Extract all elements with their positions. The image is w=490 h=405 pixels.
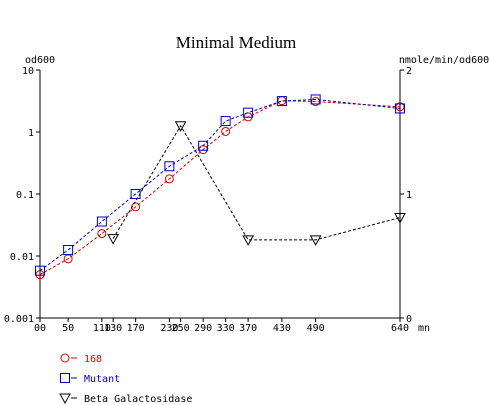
legend: 168 Mutant Beta Galactosidase	[59, 353, 192, 405]
right-tick-label: 0	[406, 314, 412, 325]
data-point	[310, 94, 321, 105]
data-point	[242, 235, 254, 246]
data-point	[309, 235, 322, 246]
data-point	[164, 174, 174, 184]
left-tick-label: 1	[28, 128, 34, 139]
legend-item: Beta Galactosidase	[59, 393, 192, 405]
left-axis-label: od600	[25, 55, 55, 66]
data-point	[174, 121, 187, 132]
data-point	[96, 216, 107, 227]
legend-marker	[59, 393, 71, 405]
series-line	[39, 98, 401, 272]
data-point	[395, 103, 405, 114]
x-tick-label: 330	[217, 323, 235, 334]
series-layer	[35, 94, 406, 280]
x-tick-label: 230	[160, 323, 178, 334]
x-tick-label: 290	[194, 323, 212, 334]
x-axis-unit: mn	[418, 323, 430, 334]
legend-item: Mutant	[60, 373, 120, 385]
x-tick-label: 640	[391, 323, 409, 334]
x-tick-label: 50	[62, 323, 74, 334]
x-tick-label: 490	[307, 323, 325, 334]
legend-marker	[60, 353, 70, 363]
series-168	[35, 96, 405, 280]
data-point	[394, 213, 406, 224]
data-point	[63, 244, 74, 255]
data-point	[97, 229, 107, 239]
left-tick-label: 0.001	[4, 314, 34, 325]
left-tick-label: 0.1	[16, 190, 34, 201]
data-point	[198, 140, 209, 151]
x-tick-label: 170	[127, 323, 145, 334]
right-tick-label: 2	[406, 66, 412, 77]
right-axis-label: nmole/min/od600	[399, 55, 489, 66]
legend-label: Beta Galactosidase	[84, 394, 192, 405]
legend-label: Mutant	[84, 374, 120, 385]
x-tick-label: 430	[273, 323, 291, 334]
data-point	[35, 265, 45, 276]
data-point	[164, 161, 175, 172]
legend-marker	[60, 373, 70, 383]
left-tick-label: 0.01	[10, 252, 34, 263]
data-point	[220, 116, 231, 127]
chart-title: Minimal Medium	[176, 33, 296, 52]
legend-label: 168	[84, 354, 102, 365]
left-tick-label: 10	[22, 66, 34, 77]
data-point	[221, 126, 231, 136]
data-point	[107, 234, 119, 245]
series-line	[112, 124, 401, 241]
x-tick-label: 00	[34, 323, 46, 334]
series-mutant	[35, 94, 405, 276]
right-tick-label: 1	[406, 190, 412, 201]
data-point	[243, 107, 254, 118]
series-beta-galactosidase	[107, 121, 406, 246]
x-tick-label: 130	[104, 323, 122, 334]
x-tick-label: 370	[239, 323, 257, 334]
x-tick-label: 250	[172, 323, 190, 334]
x-tick-label: 110	[93, 323, 111, 334]
data-point	[276, 96, 287, 107]
legend-item: 168	[60, 353, 102, 365]
